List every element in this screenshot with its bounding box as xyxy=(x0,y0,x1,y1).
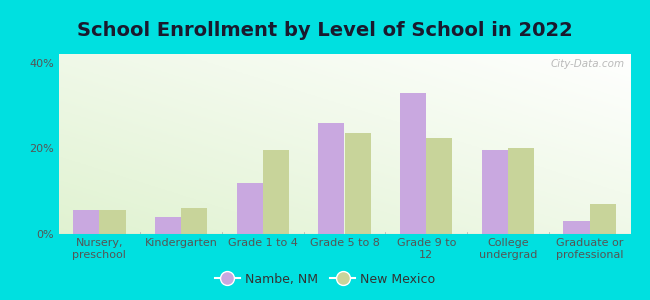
Bar xyxy=(400,93,426,234)
Bar xyxy=(263,150,289,234)
Bar xyxy=(155,217,181,234)
Bar xyxy=(237,183,263,234)
Bar xyxy=(508,148,534,234)
Bar xyxy=(99,210,125,234)
Bar xyxy=(344,133,370,234)
Bar xyxy=(73,210,99,234)
Bar xyxy=(426,138,452,234)
Bar xyxy=(181,208,207,234)
Legend: Nambe, NM, New Mexico: Nambe, NM, New Mexico xyxy=(210,268,440,291)
Bar xyxy=(482,150,508,234)
Bar xyxy=(590,204,616,234)
Text: City-Data.com: City-Data.com xyxy=(551,59,625,69)
Bar xyxy=(564,221,590,234)
Text: School Enrollment by Level of School in 2022: School Enrollment by Level of School in … xyxy=(77,21,573,40)
Bar xyxy=(318,123,344,234)
